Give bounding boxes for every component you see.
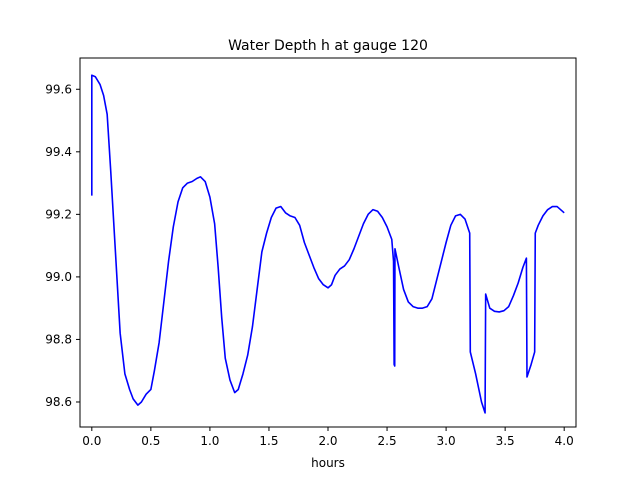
x-tick-label: 3.0 — [437, 434, 456, 448]
y-tick-label: 99.0 — [45, 270, 72, 284]
x-tick-label: 4.0 — [555, 434, 574, 448]
x-tick-label: 0.5 — [141, 434, 160, 448]
x-tick-label: 0.0 — [82, 434, 101, 448]
x-tick-label: 1.5 — [259, 434, 278, 448]
y-tick-label: 99.2 — [45, 207, 72, 221]
x-tick-label: 3.5 — [496, 434, 515, 448]
y-tick-label: 98.6 — [45, 395, 72, 409]
y-tick-label: 99.4 — [45, 145, 72, 159]
series-line-0 — [91, 74, 565, 414]
x-axis-label: hours — [311, 456, 345, 470]
chart-title: Water Depth h at gauge 120 — [228, 38, 428, 54]
y-tick-label: 99.6 — [45, 82, 72, 96]
y-tick-label: 98.8 — [45, 332, 72, 346]
x-tick-label: 2.5 — [378, 434, 397, 448]
x-tick-label: 1.0 — [200, 434, 219, 448]
x-tick-label: 2.0 — [318, 434, 337, 448]
